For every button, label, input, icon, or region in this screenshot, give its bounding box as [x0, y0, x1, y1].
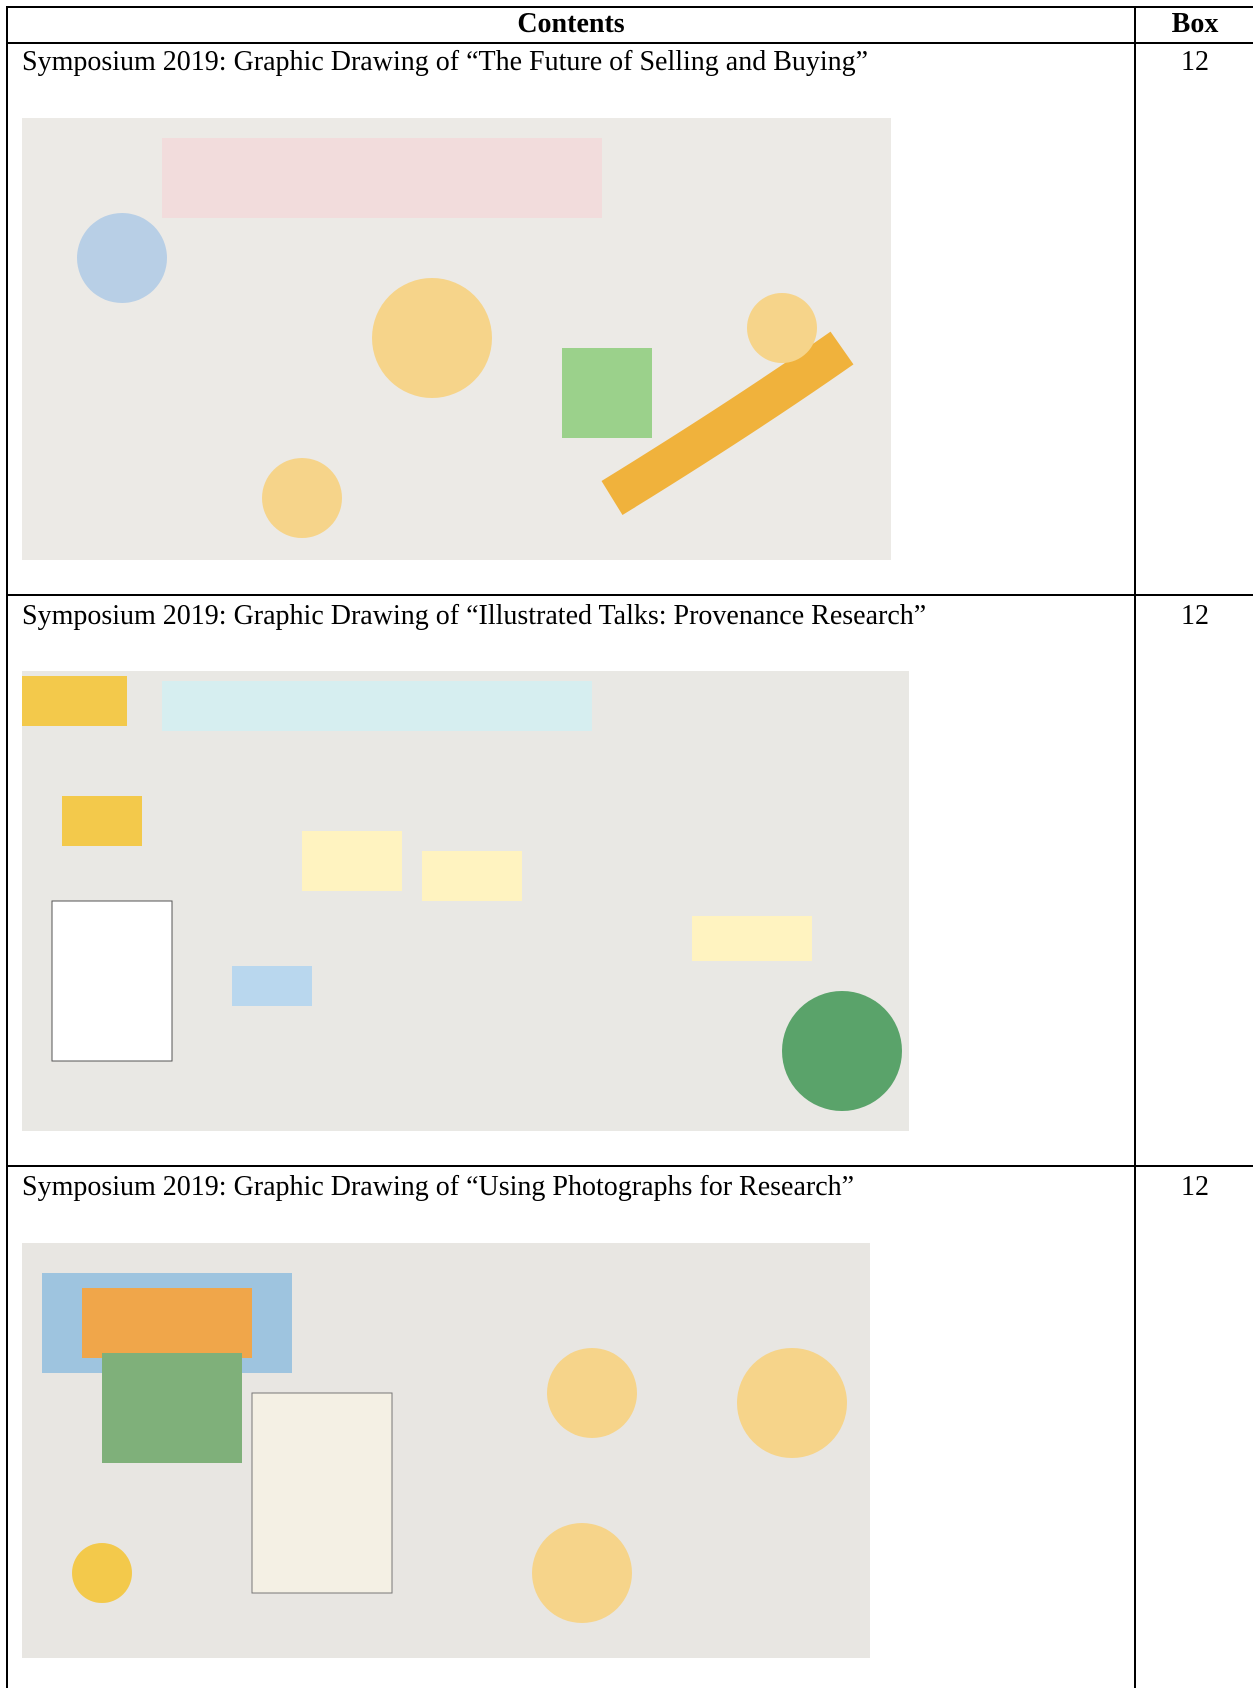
- box-number: 12: [1181, 1171, 1209, 1202]
- row-title: Symposium 2019: Graphic Drawing of “Usin…: [22, 1171, 855, 1202]
- header-box: Box: [1171, 8, 1219, 39]
- graphic-drawing-image: [22, 671, 909, 1131]
- header-contents: Contents: [517, 8, 625, 39]
- table-border: [6, 6, 8, 1688]
- graphic-drawing-image: [22, 1243, 870, 1658]
- box-number: 12: [1181, 46, 1209, 77]
- table-border: [1134, 6, 1136, 1688]
- graphic-drawing-image: [22, 118, 891, 560]
- box-number: 12: [1181, 600, 1209, 631]
- table-border: [6, 1165, 1253, 1167]
- table-border: [6, 42, 1253, 44]
- row-title: Symposium 2019: Graphic Drawing of “The …: [22, 46, 869, 77]
- row-title: Symposium 2019: Graphic Drawing of “Illu…: [22, 600, 927, 631]
- table-border: [6, 594, 1253, 596]
- table-border: [6, 6, 1253, 8]
